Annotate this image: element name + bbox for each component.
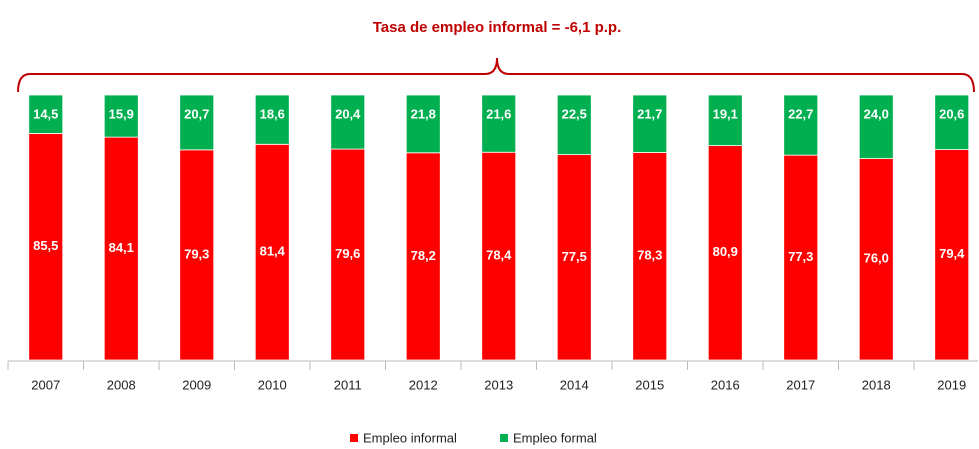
bar-segment bbox=[405, 152, 441, 361]
bar-segment bbox=[254, 94, 290, 145]
bar-segment bbox=[481, 94, 517, 153]
x-tick-label: 2007 bbox=[31, 377, 60, 392]
bar-segment bbox=[179, 149, 215, 361]
x-tick-label: 2014 bbox=[560, 377, 589, 392]
x-tick-label: 2019 bbox=[937, 377, 966, 392]
data-label: 81,4 bbox=[260, 244, 286, 259]
data-label: 20,6 bbox=[939, 106, 964, 121]
data-label: 79,3 bbox=[184, 246, 209, 261]
data-label: 15,9 bbox=[109, 106, 134, 121]
bar-segment bbox=[103, 94, 139, 138]
bar-segment bbox=[707, 94, 743, 147]
bar-segment bbox=[179, 94, 215, 151]
data-label: 21,6 bbox=[486, 106, 511, 121]
data-label: 14,5 bbox=[33, 106, 58, 121]
x-tick-label: 2013 bbox=[484, 377, 513, 392]
x-tick-label: 2015 bbox=[635, 377, 664, 392]
x-tick-label: 2016 bbox=[711, 377, 740, 392]
data-label: 78,4 bbox=[486, 248, 512, 263]
data-label: 84,1 bbox=[109, 240, 134, 255]
bar-segment bbox=[858, 158, 894, 361]
bar-segment bbox=[405, 94, 441, 154]
data-label: 24,0 bbox=[864, 106, 889, 121]
data-label: 77,3 bbox=[788, 249, 813, 264]
legend-swatch bbox=[500, 434, 508, 442]
bar-segment bbox=[783, 94, 819, 156]
annotation: Tasa de empleo informal = -6,1 p.p. bbox=[373, 19, 622, 36]
bar-segment bbox=[934, 149, 970, 361]
data-label: 19,1 bbox=[713, 106, 738, 121]
bar-segment bbox=[632, 94, 668, 153]
data-label: 76,0 bbox=[864, 251, 889, 266]
data-label: 80,9 bbox=[713, 244, 738, 259]
data-label: 85,5 bbox=[33, 238, 58, 253]
x-tick-label: 2012 bbox=[409, 377, 438, 392]
brace bbox=[17, 57, 975, 93]
x-tick-label: 2010 bbox=[258, 377, 287, 392]
data-label: 79,4 bbox=[939, 246, 965, 261]
data-label: 22,5 bbox=[562, 106, 587, 121]
data-label: 78,2 bbox=[411, 248, 436, 263]
data-label: 21,7 bbox=[637, 106, 662, 121]
data-label: 22,7 bbox=[788, 106, 813, 121]
bar-segment bbox=[481, 151, 517, 361]
bar-segment bbox=[330, 148, 366, 361]
bar-segment bbox=[858, 94, 894, 159]
data-label: 20,4 bbox=[335, 106, 361, 121]
x-tick-label: 2017 bbox=[786, 377, 815, 392]
bar-segment bbox=[330, 94, 366, 150]
bar-segment bbox=[556, 154, 592, 361]
x-tick-label: 2009 bbox=[182, 377, 211, 392]
data-label: 20,7 bbox=[184, 106, 209, 121]
data-label: 78,3 bbox=[637, 248, 662, 263]
bar-segment bbox=[254, 143, 290, 361]
x-tick-label: 2018 bbox=[862, 377, 891, 392]
bar-segment bbox=[556, 94, 592, 156]
x-tick-label: 2011 bbox=[334, 377, 362, 392]
data-label: 21,8 bbox=[411, 106, 436, 121]
legend-label: Empleo formal bbox=[513, 430, 597, 445]
legend-label: Empleo informal bbox=[363, 430, 457, 445]
x-tick-label: 2008 bbox=[107, 377, 136, 392]
data-label: 18,6 bbox=[260, 106, 285, 121]
bar-segment bbox=[28, 133, 64, 361]
data-label: 77,5 bbox=[562, 249, 587, 264]
bar-segment bbox=[934, 94, 970, 150]
bar-segment bbox=[783, 154, 819, 361]
data-label: 79,6 bbox=[335, 246, 360, 261]
legend-swatch bbox=[350, 434, 358, 442]
bar-segment bbox=[28, 94, 64, 134]
bar-segment bbox=[632, 152, 668, 361]
bar-segment bbox=[707, 145, 743, 361]
